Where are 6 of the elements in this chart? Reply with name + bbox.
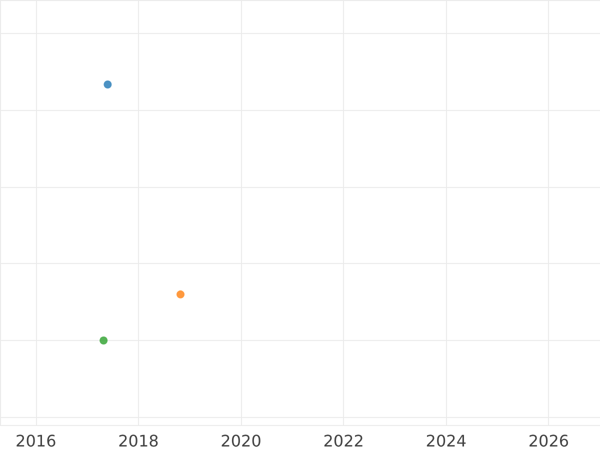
- x-tick-label: 2016: [16, 432, 56, 450]
- x-tick-label: 2020: [220, 432, 262, 450]
- x-tick-label: 2026: [528, 432, 570, 450]
- x-tick-label: 2018: [118, 432, 159, 450]
- x-tick-label: 2024: [426, 432, 467, 450]
- x-tick-label: 2022: [323, 432, 364, 450]
